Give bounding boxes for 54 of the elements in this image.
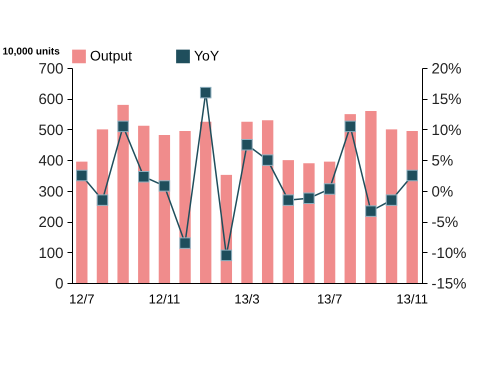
point bbox=[96, 194, 108, 206]
x-tick-label: 13/7 bbox=[316, 292, 342, 306]
y-tick-label: 600 bbox=[38, 91, 64, 108]
y-tick-label: 100 bbox=[38, 244, 64, 262]
bar bbox=[262, 120, 274, 283]
point bbox=[406, 170, 418, 182]
point bbox=[138, 170, 150, 182]
bar bbox=[303, 163, 315, 283]
y2-tick-label: -5% bbox=[432, 214, 458, 232]
y-tick-label: 0 bbox=[55, 276, 64, 292]
bar bbox=[386, 129, 398, 283]
point bbox=[365, 205, 377, 217]
bar bbox=[117, 104, 129, 283]
bar bbox=[365, 111, 377, 283]
point bbox=[386, 194, 398, 206]
point bbox=[179, 237, 191, 249]
y-tick-label: 200 bbox=[38, 214, 64, 232]
point bbox=[117, 120, 129, 132]
point bbox=[220, 250, 232, 262]
y2-tick-label: 0% bbox=[432, 183, 454, 200]
point bbox=[76, 170, 88, 182]
y-tick-label: 700 bbox=[38, 60, 64, 78]
bar bbox=[96, 129, 108, 283]
y2-tick-label: 20% bbox=[432, 60, 462, 78]
y2-tick-label: -15% bbox=[432, 276, 467, 292]
y2-tick-label: -10% bbox=[432, 244, 467, 262]
x-tick-label: 13/11 bbox=[396, 292, 428, 306]
y2-tick-label: 5% bbox=[432, 152, 454, 170]
bar bbox=[158, 134, 170, 283]
bar bbox=[241, 122, 253, 283]
bar bbox=[406, 130, 418, 283]
x-tick-label: 12/11 bbox=[148, 292, 180, 306]
bar bbox=[76, 162, 88, 283]
y-tick-label: 300 bbox=[38, 183, 64, 200]
y2-tick-label: 10% bbox=[432, 122, 462, 139]
point bbox=[303, 192, 315, 204]
bar bbox=[138, 126, 150, 283]
point bbox=[324, 183, 336, 195]
point bbox=[282, 194, 294, 206]
y-tick-label: 500 bbox=[38, 122, 64, 139]
x-tick-label: 12/7 bbox=[69, 292, 94, 306]
bar bbox=[200, 122, 212, 283]
point bbox=[158, 180, 170, 192]
y-axis-title: 10,000 units bbox=[2, 46, 60, 58]
point bbox=[241, 139, 253, 151]
point bbox=[262, 154, 274, 166]
point bbox=[200, 86, 212, 98]
legend-label: Output bbox=[90, 47, 132, 64]
bar bbox=[344, 114, 356, 283]
y-tick-label: 400 bbox=[38, 152, 64, 170]
y2-tick-label: 15% bbox=[432, 91, 462, 108]
x-tick-label: 13/3 bbox=[234, 292, 260, 306]
legend-label: YoY bbox=[194, 47, 220, 64]
point bbox=[344, 120, 356, 132]
